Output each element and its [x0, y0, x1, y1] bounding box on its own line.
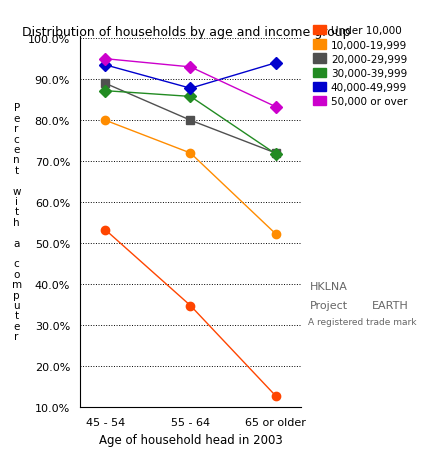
30,000-39,999 [188, 94, 193, 100]
10,000-19,999 [103, 118, 108, 124]
50,000 or over [273, 105, 278, 110]
Y-axis label: P
e
r
c
e
n
t

w
i
t
h

a

c
o
m
p
u
t
e
r: P e r c e n t w i t h a c o m p u t e r [12, 103, 22, 341]
Under 10,000 [273, 393, 278, 399]
Under 10,000 [188, 303, 193, 309]
Text: Distribution of households by age and income group: Distribution of households by age and in… [22, 25, 350, 38]
40,000-49,999 [103, 63, 108, 69]
Text: A registered trade mark: A registered trade mark [308, 317, 416, 326]
50,000 or over [103, 57, 108, 63]
40,000-49,999 [188, 86, 193, 92]
Legend: Under 10,000, 10,000-19,999, 20,000-29,999, 30,000-39,999, 40,000-49,999, 50,000: Under 10,000, 10,000-19,999, 20,000-29,9… [313, 26, 407, 107]
10,000-19,999 [188, 151, 193, 156]
30,000-39,999 [273, 152, 278, 157]
Under 10,000 [103, 227, 108, 233]
Text: Project: Project [310, 300, 348, 310]
Line: 10,000-19,999: 10,000-19,999 [101, 117, 280, 238]
X-axis label: Age of household head in 2003: Age of household head in 2003 [99, 432, 282, 445]
Line: Under 10,000: Under 10,000 [101, 226, 280, 400]
Line: 30,000-39,999: 30,000-39,999 [101, 88, 280, 159]
Line: 40,000-49,999: 40,000-49,999 [101, 59, 280, 93]
Text: EARTH: EARTH [372, 300, 409, 310]
20,000-29,999 [273, 151, 278, 156]
Line: 50,000 or over: 50,000 or over [101, 56, 280, 112]
Text: HKLNA: HKLNA [310, 282, 348, 291]
40,000-49,999 [273, 61, 278, 66]
30,000-39,999 [103, 89, 108, 94]
Line: 20,000-29,999: 20,000-29,999 [101, 80, 280, 158]
10,000-19,999 [273, 232, 278, 237]
50,000 or over [188, 65, 193, 70]
20,000-29,999 [103, 81, 108, 87]
20,000-29,999 [188, 118, 193, 124]
